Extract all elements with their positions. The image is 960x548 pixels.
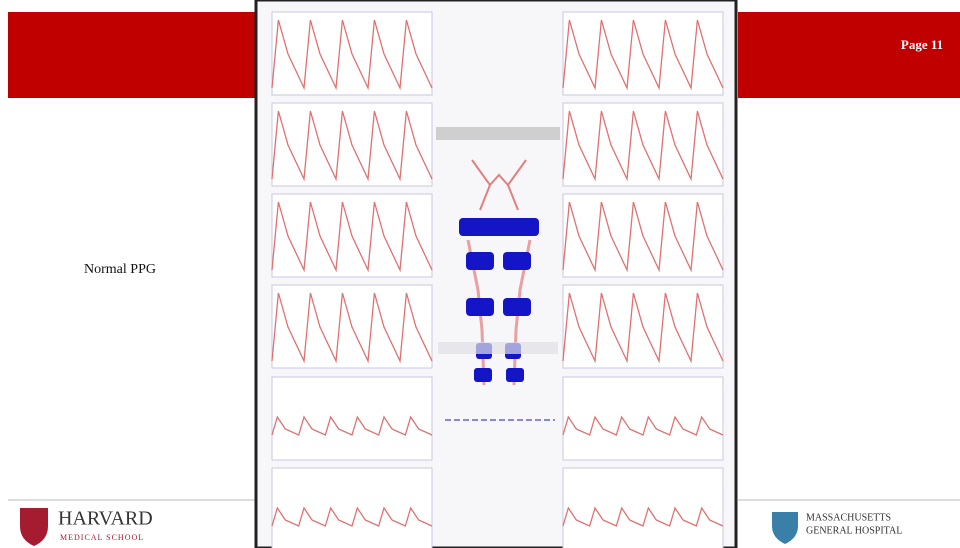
harvard-shield <box>20 508 48 546</box>
cuff <box>466 252 494 270</box>
cuff <box>474 368 492 382</box>
harvard-logo: HARVARD MEDICAL SCHOOL <box>20 508 153 546</box>
diagram-label-bar <box>436 127 560 140</box>
waveform <box>562 19 724 91</box>
waveform <box>271 201 433 273</box>
mgh-line2: GENERAL HOSPITAL <box>806 525 902 536</box>
cuff <box>503 252 531 270</box>
waveform <box>271 292 433 364</box>
waveform <box>271 415 433 436</box>
waveform-grid <box>271 11 724 548</box>
page-number: Page 11 <box>901 37 943 52</box>
waveform <box>562 110 724 182</box>
leg-diagram <box>436 127 560 421</box>
waveform-box <box>562 467 724 548</box>
waveform <box>271 110 433 182</box>
waveform-box <box>562 376 724 461</box>
caption: Normal PPG <box>84 262 156 277</box>
mgh-logo: MASSACHUSETTS GENERAL HOSPITAL <box>772 512 902 544</box>
cuff <box>466 298 494 316</box>
cuff <box>503 298 531 316</box>
harvard-name: HARVARD <box>58 508 153 530</box>
waveform <box>562 292 724 364</box>
diagram-band <box>438 342 558 354</box>
waveform <box>562 415 724 436</box>
mgh-shield <box>772 512 798 544</box>
waveform-box <box>271 467 433 548</box>
waveform <box>271 19 433 91</box>
harvard-subname: MEDICAL SCHOOL <box>60 533 144 542</box>
cuff <box>459 218 539 236</box>
cuff <box>506 368 524 382</box>
header-band-right <box>738 12 960 98</box>
waveform-box <box>271 376 433 461</box>
mgh-line1: MASSACHUSETTS <box>806 512 891 523</box>
body-outline <box>471 159 527 211</box>
waveform <box>562 201 724 273</box>
waveform <box>271 506 433 527</box>
waveform <box>562 506 724 527</box>
header-band-left <box>8 12 255 98</box>
